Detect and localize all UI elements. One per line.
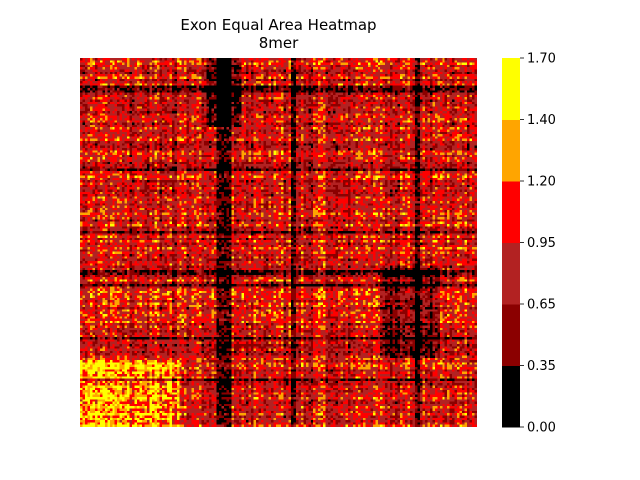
colorbar: 0.00 0.35 0.65 0.95 1.20 1.40 1.70 — [502, 52, 556, 436]
colorbar-tick-label: 0.95 — [527, 236, 556, 251]
heatmap-plot-area — [80, 58, 477, 427]
chart-title: Exon Equal Area Heatmap — [180, 16, 377, 34]
colorbar-tick-label: 0.65 — [527, 298, 556, 313]
colorbar-tick-label: 1.70 — [527, 52, 556, 67]
colorbar-tick-label: 1.40 — [527, 113, 556, 128]
heatmap-cells — [80, 58, 477, 427]
colorbar-segment — [502, 242, 520, 305]
colorbar-tick-label: 1.20 — [527, 175, 556, 190]
colorbar-segment — [502, 58, 520, 120]
colorbar-segment — [502, 304, 520, 366]
colorbar-tick-label: 0.00 — [527, 421, 556, 436]
chart-subtitle: 8mer — [258, 34, 299, 52]
colorbar-tick-label: 0.35 — [527, 359, 556, 374]
colorbar-segment — [502, 181, 520, 243]
colorbar-segment — [502, 365, 520, 428]
colorbar-segment — [502, 119, 520, 182]
